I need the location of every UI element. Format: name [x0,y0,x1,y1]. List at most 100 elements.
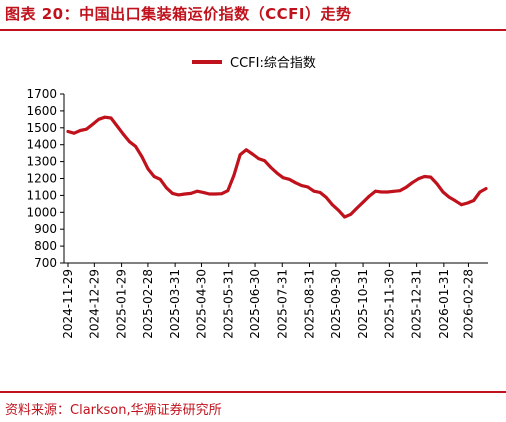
line-chart: CCFI:综合指数 700 800 900 1000 1100 1200 1300 1400 1… [26,56,488,339]
x-tick-label: 2025-01-29 [115,269,129,339]
y-tick-label: 1000 [26,205,57,219]
data-point [281,176,285,180]
data-point [238,153,242,157]
data-point [263,159,267,163]
y-tick-label: 1200 [26,172,57,186]
x-tick-label: 2025-02-28 [141,269,155,339]
data-point [109,116,113,120]
data-point [386,190,389,194]
data-point [343,215,346,219]
y-tick-label: 900 [34,222,57,236]
data-point [165,186,168,190]
x-tick-label: 2025-03-31 [168,269,182,339]
x-tick-label: 2025-11-30 [382,269,396,339]
y-axis: 700 800 900 1000 1100 1200 1300 1400 1500 1600 170… [26,87,65,270]
data-point [447,195,451,199]
data-point [269,166,273,169]
data-point [460,203,463,207]
x-tick-label: 2026-02-28 [461,269,475,339]
data-point [134,145,138,148]
y-tick-label: 1100 [26,188,57,202]
y-tick-label: 1700 [26,87,57,101]
data-point [410,181,414,185]
x-tick-label: 2025-08-31 [302,269,316,339]
data-point [128,140,131,144]
data-point [361,200,365,204]
data-point [91,123,94,126]
data-point [484,187,488,191]
data-point [97,117,101,121]
data-point [435,182,439,186]
data-point [453,199,457,203]
x-tick-label: 2025-04-30 [194,269,208,339]
data-point [300,184,303,188]
x-axis: 2024-11-29 2024-12-29 2025-01-29 2025-02-28… [61,262,488,339]
data-point [115,124,119,128]
data-point [152,175,156,178]
x-tick-label: 2025-12-31 [410,269,424,339]
data-point [208,192,211,196]
legend: CCFI:综合指数 [192,56,316,71]
data-point [232,173,236,177]
data-point [380,190,383,194]
data-point [478,190,482,194]
data-point [355,206,359,210]
data-point [183,192,187,196]
data-point [367,194,371,198]
x-tick-label: 2024-12-29 [87,269,101,339]
data-point [121,132,125,136]
data-point [158,177,162,181]
x-tick-label: 2025-05-31 [222,269,236,339]
data-point [318,191,322,194]
x-tick-label: 2025-10-31 [356,269,370,339]
data-point [294,181,297,185]
data-point [374,189,377,193]
data-point [429,175,433,179]
data-point [85,127,88,131]
data-point [189,192,193,195]
figure-title: 图表 20：中国出口集装箱运价指数（CCFI）走势 [5,5,352,23]
data-point [177,193,181,197]
data-point [312,189,316,193]
y-tick-label: 700 [34,256,57,270]
footer-rule [0,391,506,393]
data-point [72,131,76,135]
data-point [349,212,353,216]
data-point [146,167,150,171]
data-point [306,185,310,189]
data-point [423,175,426,178]
data-point [195,189,199,193]
data-point [251,152,254,156]
data-point [140,155,144,158]
data-point [404,185,408,189]
data-point [466,201,469,205]
data-point [78,129,82,132]
x-tick-label: 2026-01-31 [437,269,451,339]
data-point [417,177,420,181]
x-tick-label: 2025-06-30 [248,269,262,339]
data-point [330,203,334,207]
data-point [337,208,340,212]
y-tick-label: 1600 [26,104,57,118]
y-tick-label: 1500 [26,121,57,135]
data-point [441,190,445,194]
data-point [287,177,291,181]
title-rule [0,29,506,31]
x-tick-label: 2025-09-30 [329,269,343,339]
data-point [472,199,476,202]
data-point [201,191,205,194]
y-tick-label: 1300 [26,155,57,169]
data-point [275,171,279,175]
data-point [214,192,217,196]
data-point [226,189,230,193]
data-point [244,148,248,152]
data-point [398,189,402,193]
series-line-ccfi [66,115,488,219]
y-tick-label: 1400 [26,138,57,152]
data-point [103,115,107,119]
source-note: 资料来源：Clarkson,华源证券研究所 [5,403,222,418]
x-tick-label: 2024-11-29 [61,269,75,339]
data-point [392,189,396,193]
x-tick-label: 2025-07-31 [275,269,289,339]
plot-area [66,115,488,219]
